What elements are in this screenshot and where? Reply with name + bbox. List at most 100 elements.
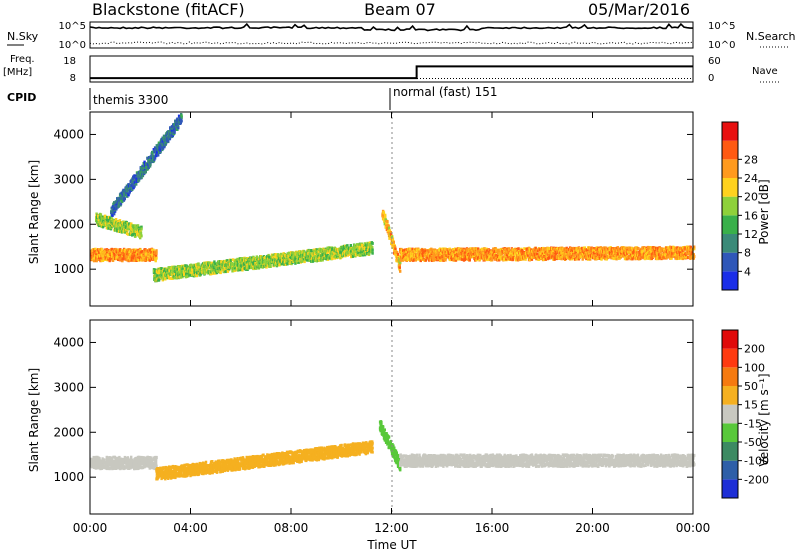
power-point — [326, 252, 329, 256]
power-point — [503, 250, 506, 253]
power-point — [159, 145, 162, 149]
power-point — [136, 233, 139, 237]
power-point — [367, 246, 370, 250]
power-point — [105, 226, 108, 230]
power-point — [337, 255, 340, 259]
power-point — [146, 156, 149, 160]
power-point — [580, 254, 583, 258]
power-point — [672, 254, 675, 258]
power-point — [211, 269, 214, 273]
power-point — [574, 249, 577, 253]
power-point — [650, 250, 653, 254]
power-point — [125, 257, 129, 261]
power-point — [161, 143, 165, 147]
power-point — [446, 248, 449, 252]
power-point — [255, 263, 258, 267]
power-point — [396, 252, 400, 256]
power-point — [173, 276, 176, 280]
power-point — [511, 248, 514, 252]
power-point — [133, 258, 136, 262]
power-point — [461, 247, 464, 251]
power-point — [229, 258, 232, 262]
power-point — [394, 253, 398, 257]
power-point — [660, 253, 664, 257]
power-point — [344, 254, 347, 258]
power-point — [576, 254, 580, 258]
power-point — [238, 268, 241, 272]
power-point — [605, 257, 608, 261]
power-point — [539, 248, 542, 252]
power-point — [602, 255, 605, 259]
power-point — [384, 213, 387, 217]
power-point — [279, 262, 282, 266]
power-point — [334, 252, 337, 256]
power-point — [608, 251, 612, 255]
power-point — [523, 247, 526, 251]
power-point — [418, 256, 422, 260]
power-point — [383, 222, 386, 226]
power-point — [217, 270, 220, 274]
power-point — [346, 244, 349, 248]
power-point — [392, 240, 395, 244]
power-point — [170, 129, 174, 133]
power-point — [557, 246, 560, 250]
power-point — [547, 256, 551, 259]
power-point — [558, 254, 562, 258]
power-point — [387, 231, 391, 235]
power-point — [116, 229, 119, 233]
power-point — [287, 251, 291, 255]
power-point — [152, 148, 155, 151]
power-point — [604, 246, 608, 250]
power-point — [206, 268, 209, 272]
power-point — [256, 256, 259, 260]
power-point — [132, 186, 135, 190]
power-point — [180, 119, 183, 123]
power-point — [149, 248, 152, 252]
frequency-line — [90, 65, 693, 80]
power-point — [126, 194, 129, 198]
freq-label-2: [MHz] — [3, 67, 32, 78]
power-point — [390, 242, 393, 246]
nave-tick-top: 60 — [708, 56, 721, 67]
power-point — [405, 249, 408, 253]
power-point — [517, 247, 520, 251]
power-point — [558, 256, 561, 260]
power-point — [485, 251, 488, 255]
power-point — [275, 256, 278, 260]
power-point — [180, 116, 183, 119]
noise-sky-line — [89, 22, 693, 32]
power-point — [95, 259, 98, 263]
power-point — [234, 260, 237, 264]
power-point — [117, 227, 121, 231]
power-point — [560, 252, 563, 256]
power-point — [331, 257, 334, 261]
power-point — [611, 247, 614, 250]
power-point — [140, 234, 143, 238]
power-point — [164, 135, 167, 139]
power-point — [503, 258, 506, 262]
power-point — [275, 254, 278, 258]
power-point — [449, 258, 452, 262]
power-point — [365, 251, 369, 255]
power-point — [232, 258, 236, 262]
power-point — [474, 250, 477, 254]
station-title: Blackstone (fitACF) — [92, 0, 245, 19]
power-point — [528, 247, 531, 251]
power-point — [442, 253, 445, 257]
power-point — [623, 255, 627, 259]
power-point — [348, 252, 352, 256]
power-point — [622, 254, 625, 258]
power-point — [591, 247, 594, 250]
power-point — [120, 256, 123, 260]
power-point — [125, 192, 128, 196]
power-point — [168, 137, 172, 141]
power-point — [242, 262, 245, 266]
power-point — [292, 253, 296, 257]
power-point — [131, 256, 134, 260]
power-point — [123, 227, 126, 231]
power-point — [461, 251, 465, 255]
power-point — [128, 258, 131, 262]
power-point — [149, 162, 152, 166]
power-point — [612, 257, 615, 261]
power-point — [155, 154, 158, 158]
